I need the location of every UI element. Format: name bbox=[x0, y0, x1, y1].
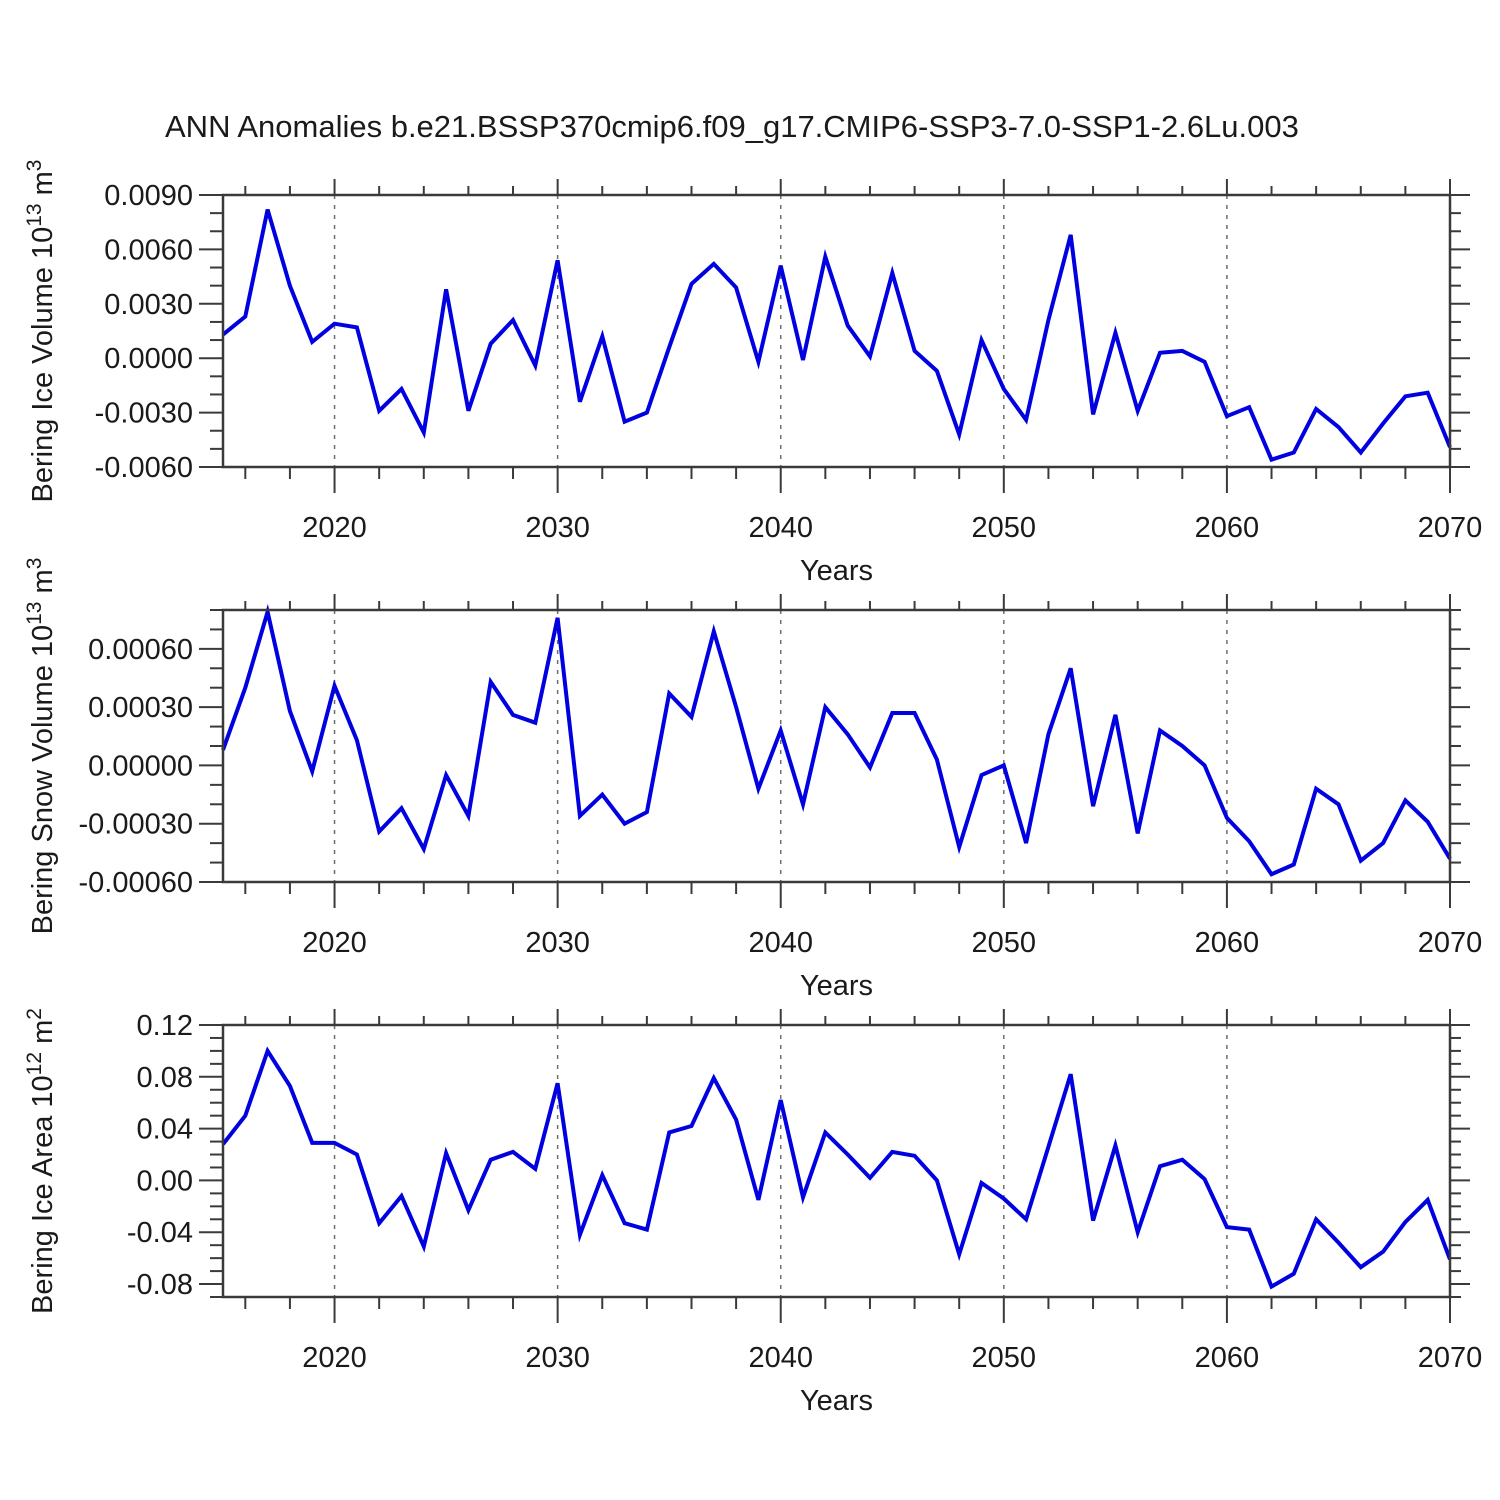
x-tick-label: 2070 bbox=[1418, 1342, 1483, 1374]
panel-bering-ice-volume: 0.0090 0.0060 0.0030 0.0000 -0.0030 -0.0060 20… bbox=[23, 160, 1482, 587]
y-tick-label: -0.04 bbox=[127, 1217, 193, 1249]
y-tick-label: 0.00 bbox=[137, 1165, 193, 1197]
y-tick-label: 0.00000 bbox=[88, 750, 193, 782]
x-tick-label: 2070 bbox=[1418, 927, 1483, 959]
panel-border bbox=[221, 1023, 1452, 1299]
x-axis-title: Years bbox=[800, 555, 873, 587]
y-tick-label: 0.00060 bbox=[88, 634, 193, 666]
x-tick-label: 2030 bbox=[525, 512, 590, 544]
x-tick-label: 2050 bbox=[972, 1342, 1037, 1374]
panel-border bbox=[221, 608, 1452, 884]
y-tick-label: 0.0030 bbox=[104, 289, 193, 321]
y-axis-title: Bering Ice Volume 1013 m3 bbox=[23, 160, 59, 503]
y-tick-label: 0.00030 bbox=[88, 692, 193, 724]
x-tick-label: 2040 bbox=[748, 927, 813, 959]
x-tick-label: 2020 bbox=[302, 927, 367, 959]
x-tick-label: 2040 bbox=[748, 512, 813, 544]
panel-border bbox=[221, 193, 1452, 469]
series-line-bering-snow-volume bbox=[221, 603, 1452, 877]
y-tick-label: -0.08 bbox=[127, 1269, 193, 1301]
panels-group: 0.0090 0.0060 0.0030 0.0000 -0.0030 -0.0060 20… bbox=[23, 160, 1482, 1417]
x-tick-label: 2020 bbox=[302, 512, 367, 544]
y-tick-label: 0.0060 bbox=[104, 234, 193, 266]
x-tick-label: 2060 bbox=[1195, 512, 1260, 544]
y-tick-label: 0.0090 bbox=[104, 180, 193, 212]
series-line-bering-ice-area bbox=[221, 1046, 1452, 1290]
x-tick-label: 2040 bbox=[748, 1342, 813, 1374]
y-tick-label: -0.0060 bbox=[95, 452, 193, 484]
panel-bering-snow-volume: 0.00060 0.00030 0.00000 -0.00030 -0.00060 202… bbox=[23, 558, 1482, 1002]
y-tick-label: -0.00060 bbox=[79, 867, 194, 899]
y-tick-label: 0.0000 bbox=[104, 343, 193, 375]
y-tick-label: 0.08 bbox=[137, 1062, 193, 1094]
y-axis-title: Bering Ice Area 1012 m2 bbox=[23, 1008, 59, 1314]
x-tick-label: 2070 bbox=[1418, 512, 1483, 544]
x-tick-label: 2030 bbox=[525, 1342, 590, 1374]
x-axis-title: Years bbox=[800, 1385, 873, 1417]
x-tick-label: 2020 bbox=[302, 1342, 367, 1374]
panel-bering-ice-area: 0.12 0.08 0.04 0.00 -0.04 -0.08 2020 2030 2040 20… bbox=[23, 1008, 1482, 1417]
x-tick-label: 2060 bbox=[1195, 927, 1260, 959]
figure-title: ANN Anomalies b.e21.BSSP370cmip6.f09_g17… bbox=[165, 109, 1299, 144]
x-tick-label: 2050 bbox=[972, 512, 1037, 544]
x-tick-label: 2060 bbox=[1195, 1342, 1260, 1374]
y-tick-label: -0.0030 bbox=[95, 398, 193, 430]
y-tick-label: 0.12 bbox=[137, 1010, 193, 1042]
x-tick-label: 2050 bbox=[972, 927, 1037, 959]
y-axis-title: Bering Snow Volume 1013 m3 bbox=[23, 558, 59, 935]
x-tick-label: 2030 bbox=[525, 927, 590, 959]
series-line-bering-ice-volume bbox=[221, 208, 1452, 463]
y-tick-label: -0.00030 bbox=[79, 809, 194, 841]
x-axis-title: Years bbox=[800, 970, 873, 1002]
y-tick-label: 0.04 bbox=[137, 1114, 193, 1146]
